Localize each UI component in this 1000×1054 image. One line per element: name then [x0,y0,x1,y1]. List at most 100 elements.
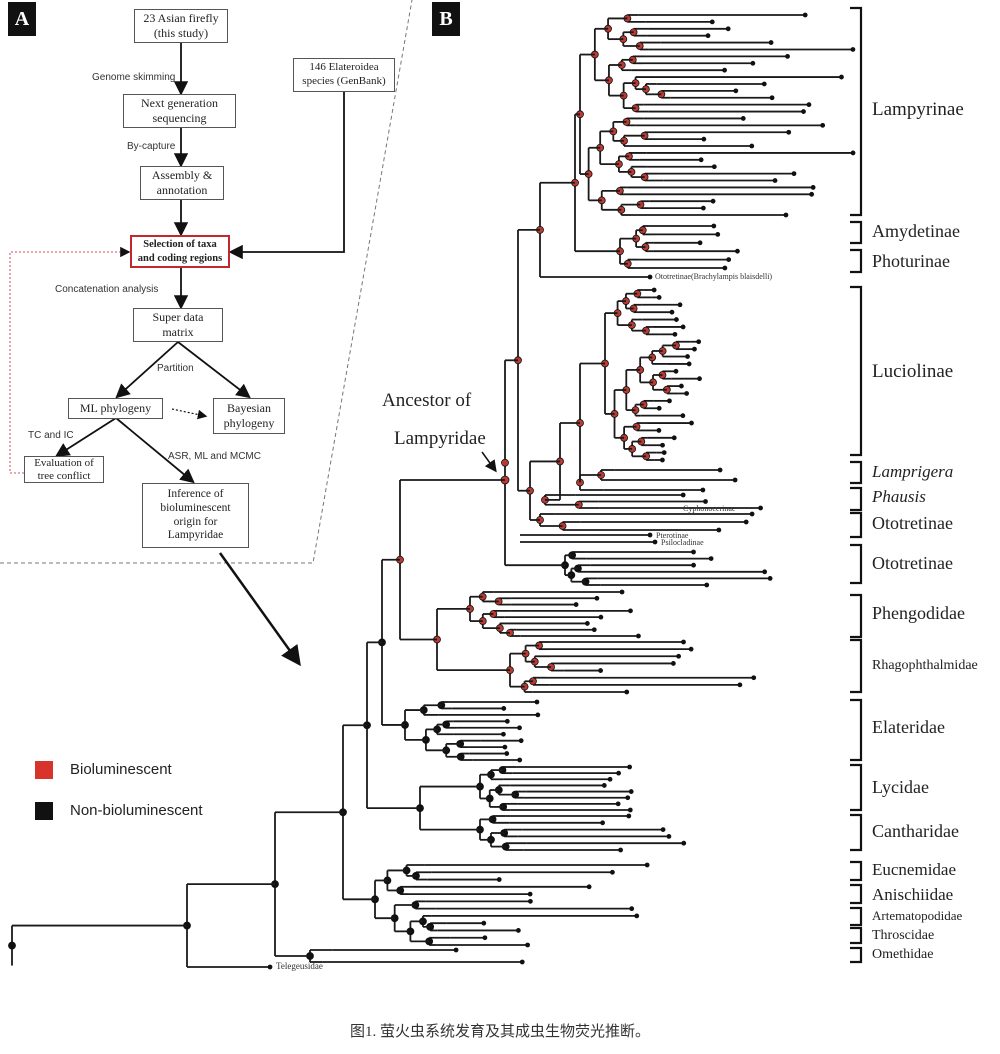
tip-dot [661,450,667,456]
tip-dot [704,582,710,588]
tip-dot [705,33,711,39]
tip-dot [644,862,650,868]
box-ml-phylogeny: ML phylogeny [68,398,163,419]
edge-label-asr: ASR, ML and MCMC [168,451,261,462]
tip-dot [767,576,773,581]
tip-dot [504,718,510,724]
tip-dot [689,420,694,426]
clade-bracket [850,763,863,812]
tip-label-brachylampis: Ototretinae(Brachylampis blaisdelli) [655,272,773,281]
clade-label: Ototretinae [872,513,953,534]
clade-bracket [850,813,863,852]
tip-dot [628,789,634,794]
tip-dot [717,467,723,473]
tip-dot [802,12,808,18]
tip-dot [671,435,677,441]
tip-dot [769,95,775,101]
tip-dot [598,614,604,620]
panel-a-dashed-outline [0,0,413,564]
clade-bracket [850,860,863,882]
tip-label-telegeusidae: Telegeusidae [276,961,323,971]
tip-dot [722,265,728,271]
tip-dot [737,682,743,688]
arrow-matrix-ml [115,341,179,399]
clade-label: Anischiidae [872,884,954,904]
tip-dot [698,157,704,163]
tip-dot [626,813,632,819]
clade-label: Lampyrinae [872,98,964,120]
arrow-matrix-bayes [177,341,251,399]
tip-dot [535,712,541,718]
tip-dot [691,562,696,568]
tip-dot [501,706,507,711]
clade-label: Rhagophthalmidae [872,657,978,673]
tip-dot [762,569,768,575]
clade-bracket [850,638,863,694]
clade-label: Artematopodidae [872,908,963,924]
legend-swatch-non-bioluminescent [35,802,53,820]
box-asian-firefly: 23 Asian firefly (this study) [134,9,228,43]
tip-dot [809,191,815,197]
tip-dot [726,257,732,263]
tip-dot [624,689,630,695]
tip-dot [722,67,727,73]
tip-dot [680,324,686,330]
tip-dot [725,26,731,32]
tip-dot [481,920,487,926]
clade-bracket [850,460,863,485]
tip-dot [534,699,540,705]
tip-dot [680,413,686,419]
tip-dot [674,317,679,322]
tip-dot [684,391,690,396]
tip-dot [697,376,702,382]
box-selection: Selection of taxa and coding regions [130,235,230,268]
clade-bracket [850,946,863,964]
tip-dot [647,274,653,280]
arrow-to-tree [218,552,301,667]
tip-dot [619,589,625,595]
tip-dot [517,757,523,763]
clade-bracket [850,220,863,245]
ancestor-arrow [481,451,497,473]
tip-dot [627,764,632,770]
legend-swatch-bioluminescent [35,761,53,779]
tip-dot [676,653,682,659]
tip-dot [740,116,746,121]
tip-dot [573,602,579,607]
tip-dot [700,487,706,493]
tip-dot [708,556,714,561]
tip-dot [616,770,621,776]
clade-bracket [850,883,863,905]
tip-dot [628,608,633,614]
tip-dot [686,361,692,367]
edge-label-tcic: TC and IC [28,430,74,441]
tip-label-cyphonocerinae: Cyphonocerinae [683,504,736,513]
clade-bracket [850,543,863,585]
tip-dot [517,725,522,731]
tip-dot [688,646,694,652]
tip-dot [586,884,592,890]
box-super-matrix: Super data matrix [133,308,223,342]
box-evaluation: Evaluation of tree conflict [24,456,104,483]
tip-dot [601,783,607,788]
tip-dot [750,60,756,66]
tip-label-psilocladinae: Psilocladinae [661,538,704,547]
clade-bracket [850,6,863,217]
clade-label: Ototretinae [872,553,953,574]
tip-dot [715,231,721,237]
phylogenetic-tree [8,12,856,970]
clade-label: Photurinae [872,251,950,272]
tip-dot [453,947,459,953]
ancestor-label-line2: Lampyridae [394,428,486,449]
flowchart-arrows [0,0,497,667]
tip-dot [820,122,826,128]
tip-dot [669,309,675,315]
tip-dot [525,942,531,948]
tip-dot [733,88,739,94]
tip-dot [528,898,533,904]
arrow-genbank-selection [228,92,345,260]
tip-dot [656,405,662,411]
box-genbank: 146 Elateroidea species (GenBank) [293,58,395,92]
clade-bracket [850,285,863,457]
tip-dot [732,477,738,483]
